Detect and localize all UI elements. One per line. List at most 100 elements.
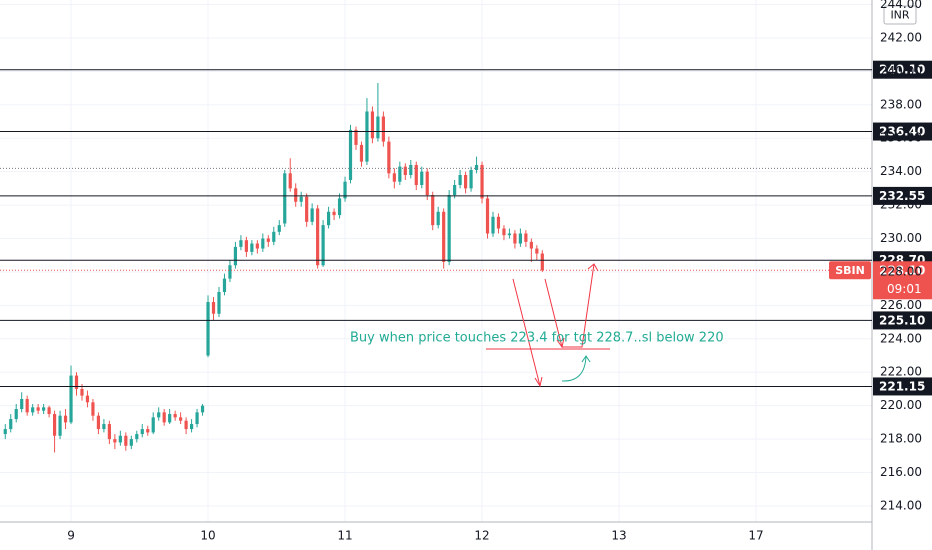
candle-body	[255, 243, 259, 249]
candle-body	[20, 398, 24, 410]
candle-body	[376, 116, 380, 139]
candle-body	[469, 169, 473, 189]
y-tick-label: 220.00	[880, 398, 922, 412]
candle-body	[74, 375, 79, 389]
candle-body	[222, 278, 227, 293]
symbol-box	[829, 261, 871, 280]
candle-body	[458, 175, 462, 186]
candle-body	[518, 233, 522, 244]
candle-body	[217, 292, 221, 314]
candle-body	[299, 196, 303, 202]
y-tick-label: 232.00	[880, 198, 922, 212]
currency-box[interactable]	[883, 5, 917, 25]
candle-body	[507, 233, 512, 236]
y-tick-label: 230.00	[880, 231, 922, 245]
countdown: 09:01	[887, 282, 922, 296]
candle-body	[14, 409, 18, 420]
y-tick-label: 240.00	[880, 64, 922, 78]
candle-body	[431, 195, 435, 226]
candle-body	[332, 211, 336, 216]
last-price-box	[873, 261, 932, 300]
candle-body	[535, 248, 539, 254]
candle-body	[403, 166, 407, 176]
candle-body	[47, 407, 51, 415]
y-tick-label: 222.00	[880, 365, 922, 379]
candle-body	[25, 398, 29, 413]
candle-body	[453, 185, 457, 196]
y-tick-label: 236.00	[880, 131, 922, 145]
candle-body	[63, 415, 68, 423]
x-tick-label: 10	[200, 529, 215, 543]
candle-body	[168, 414, 172, 423]
candle-body	[474, 164, 479, 170]
x-tick-label: 9	[67, 529, 75, 543]
x-tick-label: 13	[611, 529, 626, 543]
candle-body	[294, 188, 298, 202]
level-label: 236.40	[879, 125, 925, 139]
drawing-curve-arrow	[561, 355, 587, 382]
candle-body	[425, 171, 429, 196]
currency[interactable]: INR	[890, 9, 909, 22]
candle-body	[80, 388, 84, 396]
level-label-box	[873, 122, 932, 141]
candle-body	[354, 129, 358, 145]
candle-body	[129, 439, 133, 446]
y-tick-label: 238.00	[880, 97, 922, 111]
last-price-label: 228.10	[879, 263, 925, 277]
level-label-box	[873, 60, 932, 79]
candle-body	[420, 171, 424, 186]
candle-body	[151, 417, 155, 433]
level-label: 225.10	[879, 313, 925, 327]
candle-body	[398, 166, 402, 182]
candle-body	[359, 144, 364, 162]
candle-body	[135, 434, 139, 440]
candle-body	[42, 407, 46, 411]
y-tick-label: 214.00	[880, 498, 922, 512]
candle-body	[195, 412, 199, 425]
candle-body	[69, 375, 73, 423]
candle-body	[283, 173, 287, 224]
candle-body	[118, 435, 122, 443]
x-tick-label: 17	[748, 529, 763, 543]
candle-body	[447, 195, 451, 262]
candle-body	[370, 111, 375, 139]
candle-body	[496, 216, 501, 229]
candle-body	[288, 173, 292, 189]
candle-body	[146, 429, 150, 433]
candle-body	[233, 246, 238, 266]
candle-body	[244, 240, 248, 252]
candle-body	[277, 225, 281, 232]
candle-body	[381, 116, 385, 142]
candle-body	[310, 208, 314, 222]
level-label-box	[873, 377, 932, 396]
arrow-head	[581, 355, 591, 363]
candle-body	[387, 141, 391, 174]
candle-body	[513, 233, 517, 244]
y-tick-label: 226.00	[880, 298, 922, 312]
candle-body	[228, 265, 232, 279]
drawing-arrow	[512, 278, 541, 387]
y-tick-label: 216.00	[880, 465, 922, 479]
candle-body	[305, 196, 309, 222]
level-label-box	[873, 311, 932, 330]
candle-body	[58, 415, 62, 436]
y-tick-label: 244.00	[880, 0, 922, 11]
x-tick-label: 11	[337, 529, 352, 543]
candle-body	[491, 216, 495, 234]
candle-body	[3, 429, 7, 435]
candle-body	[162, 412, 166, 423]
arrow-head	[556, 337, 565, 349]
candle-body	[85, 395, 90, 403]
candle-body	[409, 164, 413, 176]
annotation: Buy when price touches 223.4 for tgt 228…	[350, 331, 724, 346]
candle-body	[52, 414, 57, 436]
arrow-head	[534, 376, 543, 388]
candle-body	[524, 233, 528, 242]
y-tick-label: 228.00	[880, 264, 922, 278]
candle-body	[414, 164, 418, 186]
candle-body	[326, 211, 331, 226]
candle-body	[316, 208, 320, 266]
y-tick-label: 224.00	[880, 331, 922, 345]
level-label: 221.15	[879, 379, 925, 393]
